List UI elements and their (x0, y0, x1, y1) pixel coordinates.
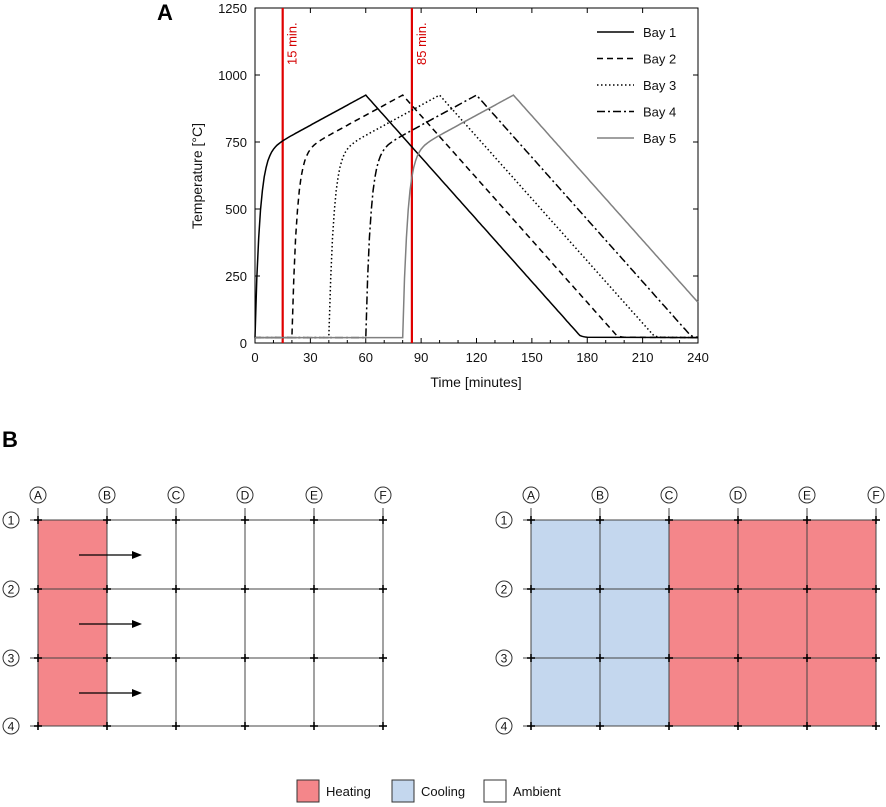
row-bubble (2, 511, 20, 529)
x-tick-label: 240 (687, 350, 709, 365)
row-label: 1 (501, 514, 508, 528)
row-bubble (495, 511, 513, 529)
y-tick-label: 0 (240, 336, 247, 351)
column-bubble (522, 486, 540, 504)
legend-label: Bay 4 (643, 105, 676, 120)
column-label: C (665, 489, 674, 503)
color-key: Heating Cooling Ambient (296, 779, 561, 803)
y-tick-label: 500 (225, 202, 247, 217)
legend-label: Bay 2 (643, 52, 676, 67)
x-tick-label: 210 (632, 350, 654, 365)
arrow-head (132, 551, 142, 559)
row-bubble (495, 717, 513, 735)
column-bubble (236, 486, 254, 504)
series-lines (254, 94, 699, 339)
row-bubble (495, 649, 513, 667)
column-label: D (734, 489, 743, 503)
legend-label: Bay 3 (643, 78, 676, 93)
grid-left: A B C D E F 1 2 3 4 (2, 486, 392, 735)
legend: Bay 1 Bay 2 Bay 3 Bay 4 Bay 5 (597, 25, 676, 146)
y-axis-title: Temperature [°C] (189, 123, 205, 229)
row-bubble (495, 580, 513, 598)
column-bubble (29, 486, 47, 504)
row-bubble (2, 580, 20, 598)
heating-bay (807, 520, 876, 726)
key-swatch-cooling (391, 779, 415, 803)
row-label: 2 (501, 583, 508, 597)
column-label: B (596, 489, 604, 503)
series-line-bay-4 (255, 94, 699, 339)
grid-right: A B C D E F 1 2 3 4 (495, 486, 885, 735)
column-label: B (103, 489, 111, 503)
column-bubble (798, 486, 816, 504)
column-bubble (167, 486, 185, 504)
column-label: D (241, 489, 250, 503)
cooling-bay (600, 520, 669, 726)
y-tick-label: 1250 (218, 1, 247, 16)
column-label: F (379, 489, 386, 503)
column-label: F (872, 489, 879, 503)
x-tick-label: 120 (466, 350, 488, 365)
row-label: 3 (8, 652, 15, 666)
heating-bay (669, 520, 738, 726)
panel-a-letter: A (157, 0, 173, 25)
column-bubble (660, 486, 678, 504)
column-bubble (374, 486, 392, 504)
heating-bay (38, 520, 107, 726)
arrow-head (132, 620, 142, 628)
column-label: E (803, 489, 811, 503)
row-label: 4 (501, 720, 508, 734)
column-label: E (310, 489, 318, 503)
arrow-head (132, 689, 142, 697)
y-tick-label: 750 (225, 135, 247, 150)
key-label: Heating (326, 784, 371, 799)
cooling-bay (531, 520, 600, 726)
y-tick-label: 1000 (218, 68, 247, 83)
marker-label: 15 min. (285, 22, 300, 65)
column-label: A (527, 489, 535, 503)
legend-label: Bay 5 (643, 131, 676, 146)
series-line-bay-2 (255, 94, 699, 339)
key-swatch-heating (296, 779, 320, 803)
key-swatch-ambient (483, 779, 507, 803)
axis-ticks: 0 30 60 90 120 150 180 210 240 0 250 500 750 1000 1250 (218, 1, 709, 365)
x-tick-label: 150 (521, 350, 543, 365)
row-bubble (2, 717, 20, 735)
x-tick-label: 0 (251, 350, 258, 365)
series-line-bay-1 (254, 94, 699, 339)
row-bubble (2, 649, 20, 667)
heating-bay (738, 520, 807, 726)
x-tick-label: 30 (303, 350, 317, 365)
column-bubble (305, 486, 323, 504)
x-tick-label: 180 (576, 350, 598, 365)
x-axis-title: Time [minutes] (430, 374, 521, 390)
column-label: C (172, 489, 181, 503)
series-line-bay-5 (255, 94, 699, 339)
key-label: Cooling (421, 784, 465, 799)
series-line-bay-3 (255, 94, 699, 339)
column-bubble (98, 486, 116, 504)
marker-label: 85 min. (414, 22, 429, 65)
row-label: 3 (501, 652, 508, 666)
legend-label: Bay 1 (643, 25, 676, 40)
x-tick-label: 90 (414, 350, 428, 365)
key-label: Ambient (513, 784, 561, 799)
y-tick-label: 250 (225, 269, 247, 284)
time-markers: 15 min. 85 min. (281, 8, 429, 343)
row-label: 2 (8, 583, 15, 597)
column-bubble (591, 486, 609, 504)
column-bubble (867, 486, 885, 504)
column-bubble (729, 486, 747, 504)
column-label: A (34, 489, 42, 503)
row-label: 4 (8, 720, 15, 734)
x-tick-label: 60 (359, 350, 373, 365)
row-label: 1 (8, 514, 15, 528)
temperature-chart: 0 30 60 90 120 150 180 210 240 0 250 500 750 1000 1250… (189, 1, 709, 390)
panel-b-letter: B (2, 427, 18, 452)
